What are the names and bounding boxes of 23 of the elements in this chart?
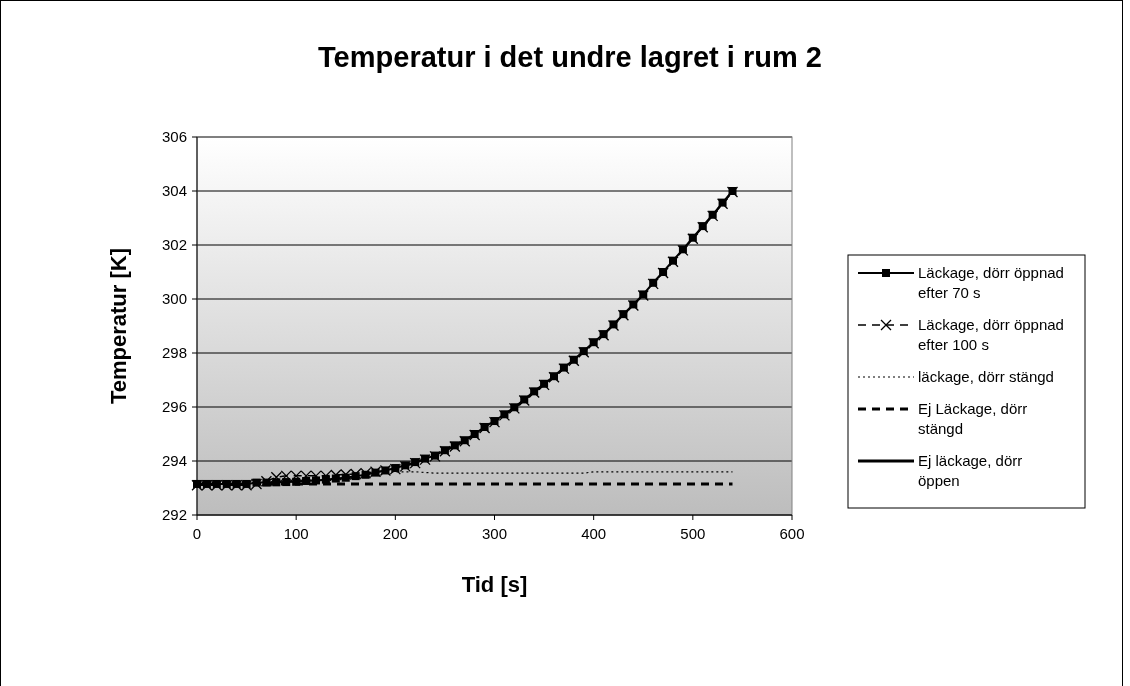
y-tick-label: 298 [161, 344, 187, 362]
x-tick-label: 400 [581, 525, 607, 542]
y-tick-label: 306 [161, 128, 187, 146]
legend-label: Läckage, dörr öppnad efter 100 s [918, 316, 1064, 353]
y-tick-label: 300 [161, 290, 187, 308]
x-tick-label: 500 [680, 525, 706, 542]
y-tick-label: 296 [161, 398, 187, 416]
y-tick-label: 292 [161, 506, 187, 524]
x-tick-label: 200 [382, 525, 408, 542]
x-tick-label: 300 [481, 525, 508, 542]
legend-label: läckage, dörr stängd [918, 368, 1054, 385]
y-tick-label: 304 [161, 182, 187, 200]
legend-label: Ej läckage, dörr öppen [918, 452, 1023, 489]
y-axis-title: Temperatur [K] [106, 247, 131, 405]
legend-label: Ej Läckage, dörr stängd [918, 400, 1028, 437]
x-tick-label: 600 [779, 525, 805, 542]
x-tick-label: 100 [283, 525, 309, 542]
legend-label: Läckage, dörr öppnad efter 70 s [918, 264, 1064, 301]
y-tick-label: 302 [161, 236, 187, 254]
y-tick-label: 294 [161, 452, 187, 470]
x-tick-label: 0 [192, 525, 202, 542]
chart-title: Temperatur i det undre lagret i rum 2 [318, 41, 822, 73]
x-axis-title: Tid [s] [461, 572, 528, 597]
